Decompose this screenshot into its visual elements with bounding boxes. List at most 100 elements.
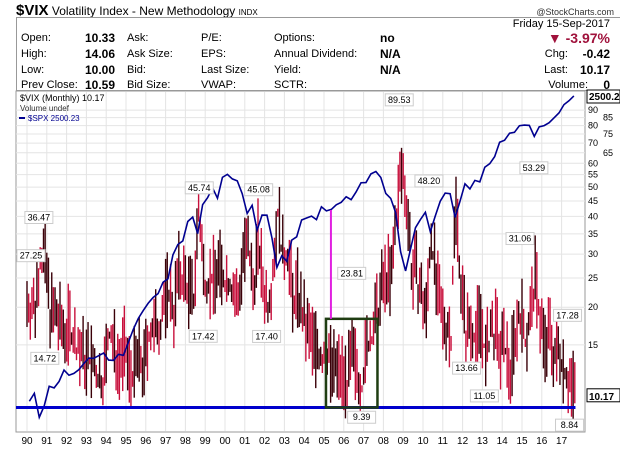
x-tick-label: 08 [378, 436, 390, 447]
volume-label: Volume: [548, 79, 588, 91]
y-tick-label: 35 [588, 229, 598, 239]
exchange: INDX [238, 8, 258, 17]
x-tick-label: 05 [318, 436, 330, 447]
annotation-box [337, 266, 367, 280]
prev-close-label: Prev Close: [21, 79, 78, 91]
legend-vix: $VIX (Monthly) 10.17 [20, 93, 105, 103]
x-tick-label: 03 [279, 436, 291, 447]
last-size-label: Last Size: [201, 64, 250, 76]
y-tick-label: 50 [588, 182, 598, 192]
y-tick-label: 15 [588, 340, 598, 350]
x-tick-label: 01 [239, 436, 251, 447]
y-tick-label: 45 [588, 196, 598, 206]
prev-close-value: 10.59 [85, 78, 116, 92]
y-tick-label: 25 [588, 273, 598, 283]
annotation-box [555, 418, 585, 432]
x-tick-label: 10 [417, 436, 429, 447]
sctr-label: SCTR: [274, 79, 307, 91]
y-tick-label: 70 [588, 138, 598, 148]
last-value: 10.17 [579, 63, 610, 77]
y-tick-label: 65 [603, 148, 613, 158]
annotation-label: 17.42 [192, 331, 215, 341]
percent-change: ▼ -3.97% [547, 30, 610, 46]
security-name: Volatility Index - New Methodology [51, 4, 236, 18]
vwap-label: VWAP: [201, 79, 237, 91]
y-tick-label: 20 [588, 302, 598, 312]
y-tick-label: 55 [588, 170, 598, 180]
annotation-label: 17.40 [255, 331, 278, 341]
quote-date: Friday 15-Sep-2017 [512, 18, 610, 30]
spx-line [28, 95, 575, 421]
open-value: 10.33 [85, 31, 116, 45]
annotation-label: 45.74 [188, 183, 211, 193]
x-tick-label: 90 [21, 436, 33, 447]
vix-last-label: 10.17 [589, 392, 614, 403]
annotation-box [553, 308, 583, 322]
annotation-label: 13.66 [455, 363, 478, 373]
symbol: $VIX [16, 2, 49, 19]
x-tick-label: 98 [180, 436, 192, 447]
y-tick-label: 60 [588, 158, 598, 168]
stockcharts-credit[interactable]: @StockCharts.com [536, 7, 614, 17]
y-tick-label: 85 [603, 113, 613, 123]
annotation-box [519, 161, 549, 175]
annotation-box [452, 361, 482, 375]
annotation-box [188, 329, 218, 343]
y-tick-label: 90 [588, 105, 598, 115]
legend-volume: Volume undef [20, 104, 70, 113]
chg-label: Chg: [544, 48, 568, 60]
annotation-box [414, 174, 444, 188]
annotation-label: 45.08 [247, 185, 270, 195]
vix-last-box [586, 388, 620, 403]
annotation-label: 36.47 [28, 212, 51, 222]
chart-title: $VIX Volatility Index - New Methodology … [16, 3, 258, 20]
annotation-label: 48.20 [418, 176, 441, 186]
y-tick-label: 40 [588, 211, 598, 221]
x-tick-label: 93 [81, 436, 93, 447]
x-tick-label: 04 [299, 436, 311, 447]
x-tick-label: 96 [140, 436, 152, 447]
x-tick-label: 97 [160, 436, 172, 447]
plot-frame [15, 90, 586, 433]
annotation-box [16, 249, 46, 263]
ask-size-label: Ask Size: [127, 48, 173, 60]
open-label: Open: [21, 32, 51, 44]
x-tick-label: 09 [398, 436, 410, 447]
x-tick-label: 16 [536, 436, 548, 447]
high-value: 14.06 [85, 47, 116, 61]
low-label: Low: [21, 64, 45, 76]
annotation-label: 89.53 [388, 95, 411, 105]
options-value: no [380, 31, 395, 45]
x-tick-label: 00 [219, 436, 231, 447]
y-tick-label: 75 [603, 129, 613, 139]
legend-spx: $SPX 2500.23 [28, 114, 80, 123]
x-tick-label: 91 [41, 436, 53, 447]
annotation-box [469, 389, 499, 403]
y-tick-label: 80 [588, 121, 598, 131]
annotation-box [347, 410, 377, 424]
dividend-label: Annual Dividend: [274, 48, 358, 60]
annotation-label: 9.39 [353, 412, 371, 422]
yield-label: Yield: [274, 64, 302, 76]
ask-label: Ask: [127, 32, 149, 44]
annotation-label: 17.28 [556, 310, 579, 320]
annotation-label: 31.06 [509, 234, 532, 244]
spx-last-label: 2500.2 [589, 92, 620, 103]
annotation-label: 8.84 [561, 420, 579, 430]
annotation-box [252, 329, 282, 343]
bid-size-label: Bid Size: [127, 79, 171, 91]
pe-label: P/E: [201, 32, 222, 44]
eps-label: EPS: [201, 48, 227, 60]
spx-last-box [586, 89, 620, 104]
annotation-box [184, 181, 214, 195]
last-label: Last: [544, 64, 568, 76]
annotation-label: 23.81 [340, 268, 363, 278]
chg-value: -0.42 [582, 47, 610, 61]
annotation-box [384, 93, 414, 107]
annotation-label: 14.72 [34, 353, 57, 363]
x-tick-label: 95 [120, 436, 132, 447]
x-tick-label: 02 [259, 436, 271, 447]
x-tick-label: 14 [497, 436, 509, 447]
